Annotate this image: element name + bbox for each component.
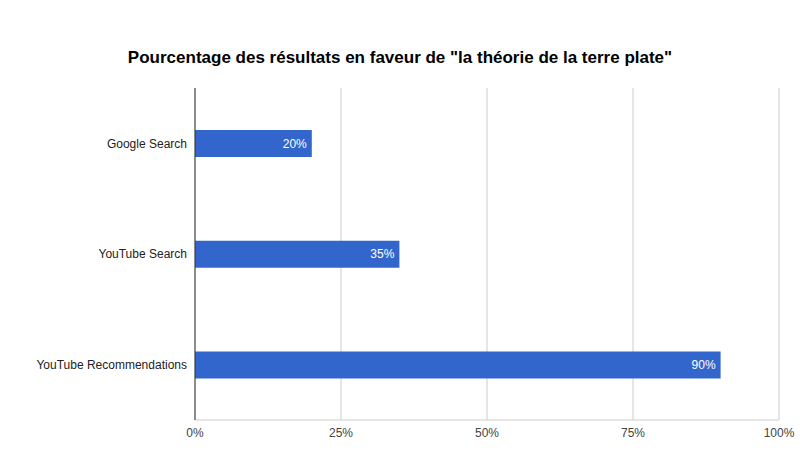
svg-text:75%: 75% <box>621 426 645 440</box>
svg-text:25%: 25% <box>329 426 353 440</box>
svg-text:50%: 50% <box>475 426 499 440</box>
html-text:Pourcentage des résultats en f: Pourcentage des résultats en faveur de "… <box>127 48 673 67</box>
svg-text:90%: 90% <box>692 358 716 372</box>
svg-text:35%: 35% <box>370 247 394 261</box>
svg-text:YouTube Search: YouTube Search <box>98 247 187 261</box>
svg-text:20%: 20% <box>283 137 307 151</box>
svg-text:100%: 100% <box>764 426 792 440</box>
svg-text:YouTube Recommendations: YouTube Recommendations <box>36 358 187 372</box>
svg-text:0%: 0% <box>186 426 204 440</box>
svg-text:Google Search: Google Search <box>107 137 187 151</box>
